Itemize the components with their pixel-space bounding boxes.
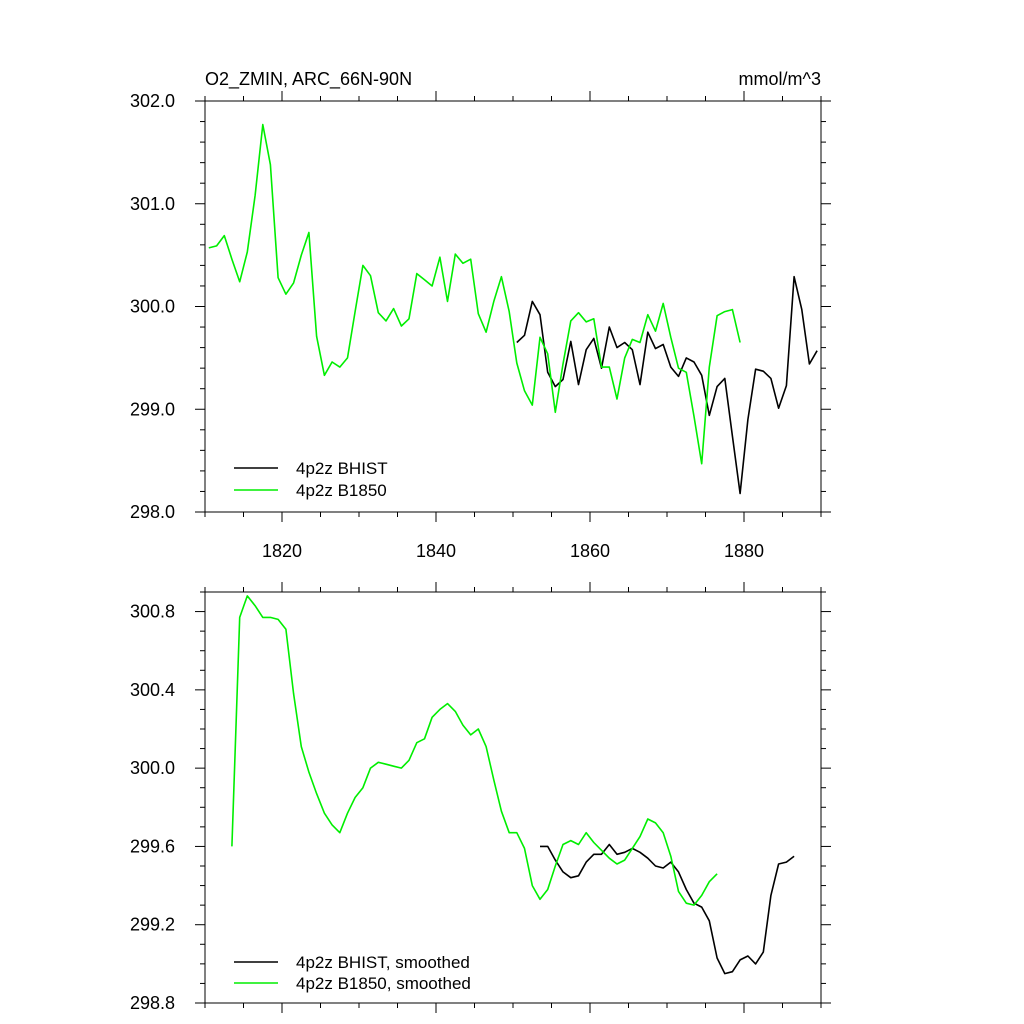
top-series-4p2z-b1850	[208, 123, 741, 465]
top-y-tick-label: 302.0	[130, 91, 175, 111]
top-legend: 4p2z BHIST 4p2z B1850	[234, 459, 388, 500]
top-y-tick-label: 301.0	[130, 194, 175, 214]
bottom-y-tick-label: 299.6	[130, 836, 175, 856]
bottom-y-tick-label: 300.8	[130, 602, 175, 622]
top-x-tick-label: 1860	[570, 541, 610, 561]
top-y-tick-label: 298.0	[130, 502, 175, 522]
bottom-panel: 298.8 299.2 299.6 300.0 300.4 300.8 4p2z BHIS…	[130, 582, 831, 1013]
bottom-y-tick-label: 300.4	[130, 680, 175, 700]
top-y-tick-label: 300.0	[130, 297, 175, 317]
top-chart-title: O2_ZMIN, ARC_66N-90N	[205, 69, 412, 90]
top-plot-frame	[204, 100, 822, 513]
bottom-y-tick-label: 298.8	[130, 993, 175, 1013]
top-legend-label-bhist: 4p2z BHIST	[296, 459, 388, 478]
top-chart-units: mmol/m^3	[739, 69, 821, 89]
bottom-series-4p2z-bhist-smoothed	[540, 843, 795, 975]
top-series-4p2z-bhist	[516, 275, 818, 495]
bottom-y-tick-label: 300.0	[130, 758, 175, 778]
top-x-tick-label: 1820	[262, 541, 302, 561]
bottom-legend-label-bhist: 4p2z BHIST, smoothed	[296, 953, 470, 972]
top-y-tick-label: 299.0	[130, 399, 175, 419]
top-panel: O2_ZMIN, ARC_66N-90N mmol/m^3 1820 1840 18…	[130, 69, 831, 561]
top-x-tick-label: 1840	[416, 541, 456, 561]
bottom-y-tick-label: 299.2	[130, 915, 175, 935]
bottom-plot-frame	[204, 591, 822, 1004]
bottom-legend: 4p2z BHIST, smoothed 4p2z B1850, smoothe…	[234, 953, 471, 993]
bottom-series-4p2z-b1850-smoothed	[231, 595, 718, 906]
bottom-legend-label-b1850: 4p2z B1850, smoothed	[296, 974, 471, 993]
top-legend-label-b1850: 4p2z B1850	[296, 481, 387, 500]
top-x-tick-label: 1880	[724, 541, 764, 561]
